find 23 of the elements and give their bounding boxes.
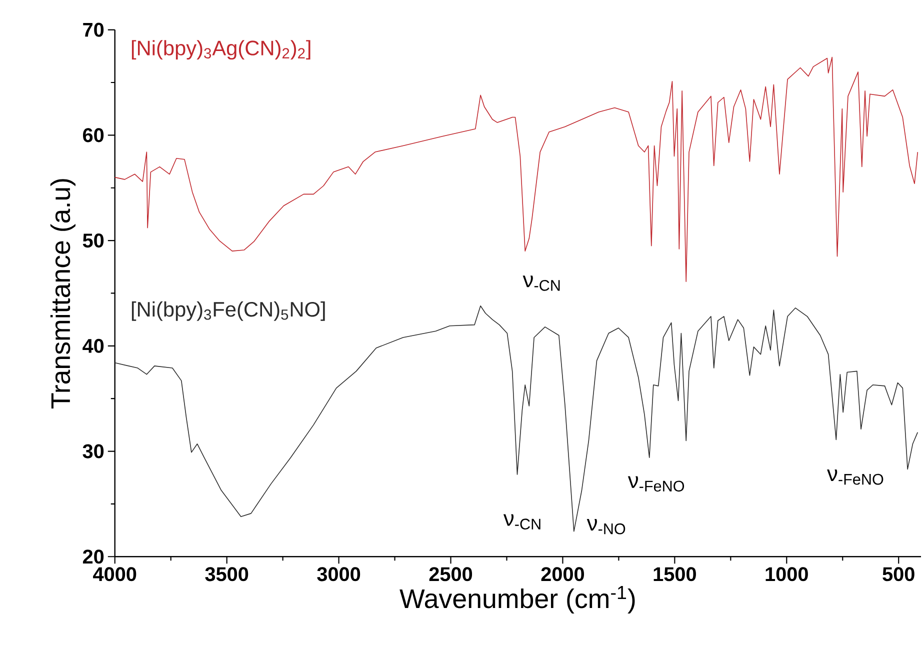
y-tick-label: 30 (82, 444, 104, 458)
y-tick-label: 60 (83, 128, 104, 142)
annotation: ν$_{-FeNO}$ (628, 476, 684, 492)
annotation: ν$_{-NO}$ (586, 518, 626, 534)
x-axis-title: Wavenumber (cm$^{-1}$) (400, 586, 635, 614)
x-tick-label: 2500 (429, 567, 472, 582)
annotation: ν$_{-FeNO}$ (827, 469, 884, 485)
x-tick-label: 3500 (205, 567, 248, 582)
annotation: ν$_{-CN}$ (503, 514, 540, 530)
text: [Ni(bpy)$_{3}$Ag(CN)$_{2}$)$_{2}$] (132, 40, 310, 60)
y-tick-label: 70 (83, 22, 104, 37)
x-tick-label: 1500 (654, 567, 696, 582)
y-tick-label: 40 (82, 338, 104, 353)
y-axis-title: Transmittance (a.u) (50, 179, 76, 408)
x-tick-label: 500 (882, 567, 914, 582)
x-tick-label: 4000 (93, 567, 136, 582)
x-tick-label: 3000 (317, 567, 360, 582)
y-tick-label: 20 (82, 550, 104, 564)
x-tick-label: 1000 (766, 567, 808, 582)
annotation: ν$_{-CN}$ (522, 276, 560, 291)
text: [Ni(bpy)$_{3}$Fe(CN)$_{5}$NO] (132, 301, 325, 321)
x-tick-label: 2000 (541, 567, 584, 582)
y-tick-label: 50 (82, 233, 104, 248)
